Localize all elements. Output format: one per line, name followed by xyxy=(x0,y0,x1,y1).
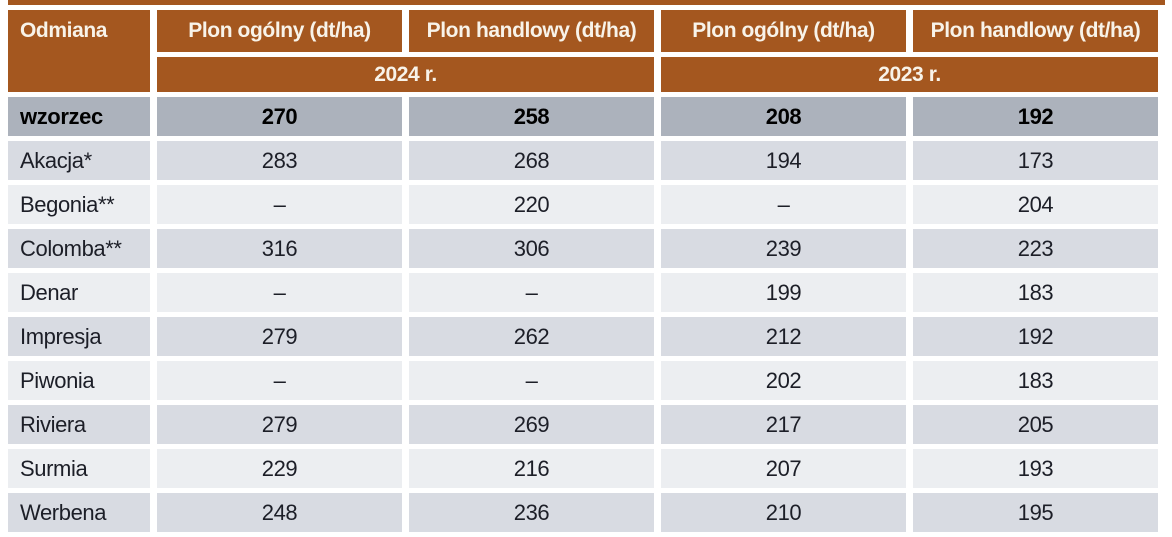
yield-value: 183 xyxy=(913,273,1158,312)
table-row: Denar – – 199 183 xyxy=(8,273,1158,312)
yield-value: – xyxy=(409,273,654,312)
yield-value: 258 xyxy=(409,97,654,136)
yield-value: 183 xyxy=(913,361,1158,400)
yield-value: – xyxy=(157,185,402,224)
variety-name: Denar xyxy=(8,273,150,312)
yield-value: 193 xyxy=(913,449,1158,488)
table-row: Colomba** 316 306 239 223 xyxy=(8,229,1158,268)
variety-yield-table: Odmiana Plon ogólny (dt/ha) Plon handlow… xyxy=(1,5,1165,537)
yield-value: – xyxy=(661,185,906,224)
yield-value: – xyxy=(409,361,654,400)
variety-name: Werbena xyxy=(8,493,150,532)
variety-name: Impresja xyxy=(8,317,150,356)
yield-value: 202 xyxy=(661,361,906,400)
yield-value: 204 xyxy=(913,185,1158,224)
column-header-plon-handlowy-2024: Plon handlowy (dt/ha) xyxy=(409,10,654,52)
yield-value: 316 xyxy=(157,229,402,268)
yield-value: 239 xyxy=(661,229,906,268)
yield-value: 279 xyxy=(157,317,402,356)
variety-name: Riviera xyxy=(8,405,150,444)
table-body: wzorzec 270 258 208 192 Akacja* 283 268 … xyxy=(8,97,1158,532)
yield-value: 212 xyxy=(661,317,906,356)
yield-value: 173 xyxy=(913,141,1158,180)
yield-value: 248 xyxy=(157,493,402,532)
yield-value: 210 xyxy=(661,493,906,532)
table-row-wzorzec: wzorzec 270 258 208 192 xyxy=(8,97,1158,136)
year-header-row: 2024 r. 2023 r. xyxy=(8,57,1158,92)
yield-value: 192 xyxy=(913,317,1158,356)
yield-value: 223 xyxy=(913,229,1158,268)
table-row: Impresja 279 262 212 192 xyxy=(8,317,1158,356)
variety-name: wzorzec xyxy=(8,97,150,136)
table-row: Begonia** – 220 – 204 xyxy=(8,185,1158,224)
table-top-border xyxy=(8,0,1165,5)
yield-value: 205 xyxy=(913,405,1158,444)
yield-value: 220 xyxy=(409,185,654,224)
column-header-odmiana: Odmiana xyxy=(8,10,150,92)
table-header: Odmiana Plon ogólny (dt/ha) Plon handlow… xyxy=(8,10,1158,92)
yield-value: 195 xyxy=(913,493,1158,532)
table-row: Piwonia – – 202 183 xyxy=(8,361,1158,400)
yield-value: 262 xyxy=(409,317,654,356)
year-group-2024: 2024 r. xyxy=(157,57,654,92)
column-header-plon-ogolny-2024: Plon ogólny (dt/ha) xyxy=(157,10,402,52)
yield-value: 216 xyxy=(409,449,654,488)
variety-name: Akacja* xyxy=(8,141,150,180)
table-row: Akacja* 283 268 194 173 xyxy=(8,141,1158,180)
yield-value: 229 xyxy=(157,449,402,488)
column-header-plon-ogolny-2023: Plon ogólny (dt/ha) xyxy=(661,10,906,52)
table-row: Surmia 229 216 207 193 xyxy=(8,449,1158,488)
yield-value: 192 xyxy=(913,97,1158,136)
year-group-2023: 2023 r. xyxy=(661,57,1158,92)
variety-name: Surmia xyxy=(8,449,150,488)
variety-name: Colomba** xyxy=(8,229,150,268)
variety-name: Begonia** xyxy=(8,185,150,224)
yield-value: – xyxy=(157,361,402,400)
yield-value: 194 xyxy=(661,141,906,180)
yield-value: – xyxy=(157,273,402,312)
yield-value: 283 xyxy=(157,141,402,180)
table-row: Werbena 248 236 210 195 xyxy=(8,493,1158,532)
yield-value: 306 xyxy=(409,229,654,268)
yield-value: 199 xyxy=(661,273,906,312)
yield-value: 268 xyxy=(409,141,654,180)
yield-value: 270 xyxy=(157,97,402,136)
yield-value: 269 xyxy=(409,405,654,444)
yield-value: 217 xyxy=(661,405,906,444)
measure-header-row: Odmiana Plon ogólny (dt/ha) Plon handlow… xyxy=(8,10,1158,92)
variety-name: Piwonia xyxy=(8,361,150,400)
yield-value: 236 xyxy=(409,493,654,532)
yield-value: 207 xyxy=(661,449,906,488)
column-header-plon-handlowy-2023: Plon handlowy (dt/ha) xyxy=(913,10,1158,52)
yield-value: 279 xyxy=(157,405,402,444)
table-row: Riviera 279 269 217 205 xyxy=(8,405,1158,444)
yield-value: 208 xyxy=(661,97,906,136)
